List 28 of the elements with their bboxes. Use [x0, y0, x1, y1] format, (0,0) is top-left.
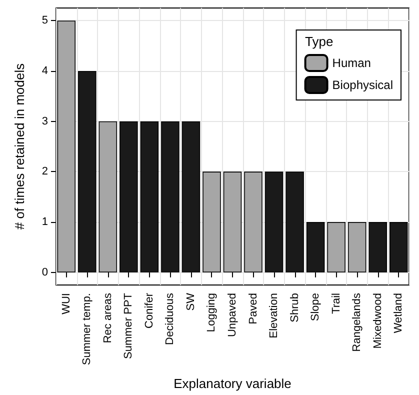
y-tick-label: 1	[42, 216, 48, 228]
x-tick-label: Conifer	[143, 292, 156, 328]
y-tick-label: 4	[42, 64, 48, 77]
legend-label: Biophysical	[332, 78, 394, 92]
x-tick-label: Unpaved	[226, 293, 238, 338]
x-tick-label: Paved	[247, 293, 260, 324]
x-axis-title: Explanatory variable	[174, 376, 292, 391]
x-tick-label: Logging	[206, 293, 218, 332]
x-tick-label: Rec areas	[102, 292, 114, 344]
x-tick-label: Summer PPT	[122, 292, 135, 360]
y-tick-label: 5	[42, 14, 48, 27]
x-tick-label: WUI	[60, 293, 72, 314]
x-tick-label: Slope	[310, 293, 322, 322]
x-tick-label: Shrub	[288, 293, 301, 322]
y-axis-title: # of times retained in models	[12, 62, 27, 230]
x-tick-label: Mixedwood	[372, 293, 384, 349]
x-tick-label: SW	[184, 292, 197, 311]
x-tick-label: Trail	[330, 293, 342, 314]
x-tick-label: Wetland	[392, 293, 405, 334]
x-tick-label: Summer temp.	[81, 293, 94, 366]
y-tick-label: 3	[42, 115, 48, 128]
legend-title: Type	[305, 34, 334, 49]
y-tick-label: 2	[42, 166, 48, 178]
y-tick-label: 0	[42, 266, 48, 278]
legend-label: Human	[332, 56, 371, 70]
x-tick-label: Rangelands	[351, 292, 364, 352]
x-tick-label: Deciduous	[164, 292, 176, 345]
x-tick-label: Elevation	[268, 293, 280, 338]
